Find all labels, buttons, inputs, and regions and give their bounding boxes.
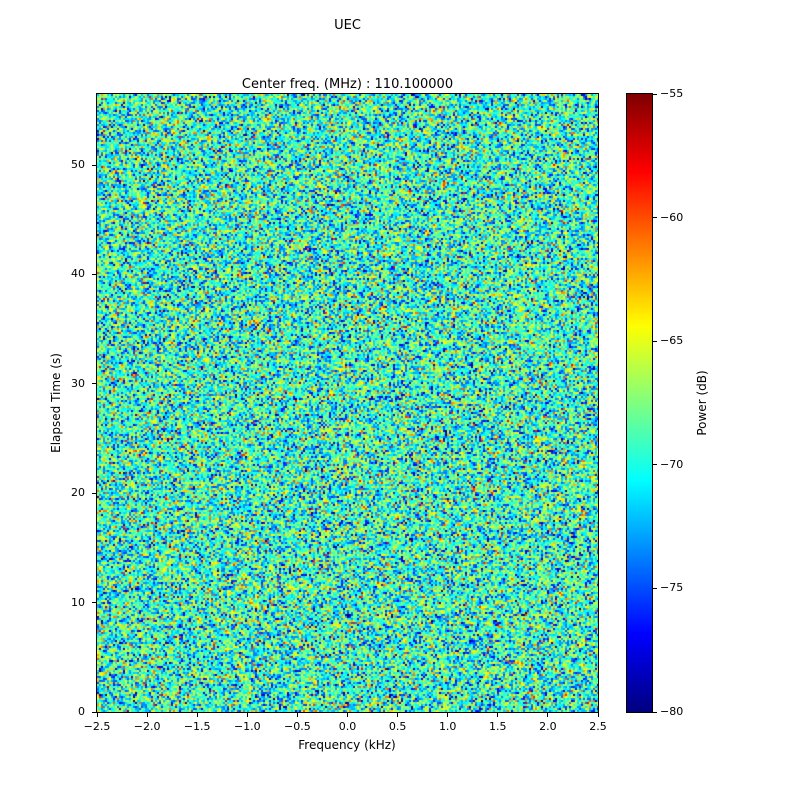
x-tick-mark [597, 713, 599, 717]
colorbar-tick-mark [653, 587, 657, 589]
y-tick-mark [92, 273, 96, 275]
x-tick-mark [296, 713, 298, 717]
x-tick-label: −2.0 [133, 720, 161, 733]
chart-title: UEC [334, 18, 361, 33]
y-tick-label: 0 [78, 705, 85, 718]
x-tick-label: −1.5 [183, 720, 211, 733]
x-tick-label: 1.5 [489, 720, 507, 733]
y-tick-label: 20 [71, 486, 85, 500]
x-tick-label: −0.5 [284, 720, 311, 733]
x-tick-label: −2.5 [83, 720, 111, 733]
x-axis-label: Frequency (kHz) [298, 738, 396, 752]
y-tick-label: 50 [71, 158, 85, 172]
y-tick-mark [92, 492, 96, 494]
colorbar-tick-label: −55 [660, 87, 684, 100]
colorbar-tick-label: −65 [660, 334, 684, 348]
x-tick-label: −1.0 [233, 720, 261, 733]
colorbar-tick-mark [653, 340, 657, 342]
x-tick-mark [347, 713, 348, 717]
y-tick-label: 30 [71, 376, 85, 390]
x-tick-mark [96, 713, 98, 717]
x-tick-label: 0.5 [388, 720, 407, 733]
colorbar-tick-mark [653, 711, 657, 713]
spectrogram-heatmap [97, 94, 598, 712]
x-tick-label: 2.5 [589, 720, 607, 733]
x-tick-mark [397, 713, 399, 717]
y-tick-mark [92, 602, 96, 604]
subtitle-center-freq: Center freq. (MHz) : 110.100000 [241, 77, 454, 92]
x-tick-mark [447, 713, 449, 717]
x-tick-mark [547, 713, 549, 717]
x-tick-label: 2.0 [539, 720, 557, 733]
y-tick-mark [92, 711, 96, 713]
x-tick-label: 0.0 [338, 720, 357, 733]
colorbar-tick-mark [653, 93, 657, 95]
y-axis-label: Elapsed Time (s) [49, 353, 63, 453]
x-tick-label: 1.0 [438, 720, 457, 733]
colorbar-tick-mark [653, 464, 657, 466]
y-tick-label: 10 [71, 595, 85, 609]
colorbar-tick-label: −75 [660, 581, 684, 595]
x-tick-mark [146, 713, 148, 717]
x-tick-mark [246, 713, 248, 717]
y-tick-mark [92, 383, 96, 385]
y-tick-label: 40 [71, 267, 85, 281]
colorbar-tick-label: −60 [660, 210, 684, 224]
colorbar [627, 94, 652, 712]
y-tick-mark [92, 164, 96, 166]
colorbar-tick-label: −80 [660, 705, 684, 718]
colorbar-tick-label: −70 [660, 457, 684, 471]
x-tick-mark [196, 713, 198, 717]
x-tick-mark [497, 713, 499, 717]
colorbar-tick-mark [653, 217, 657, 219]
